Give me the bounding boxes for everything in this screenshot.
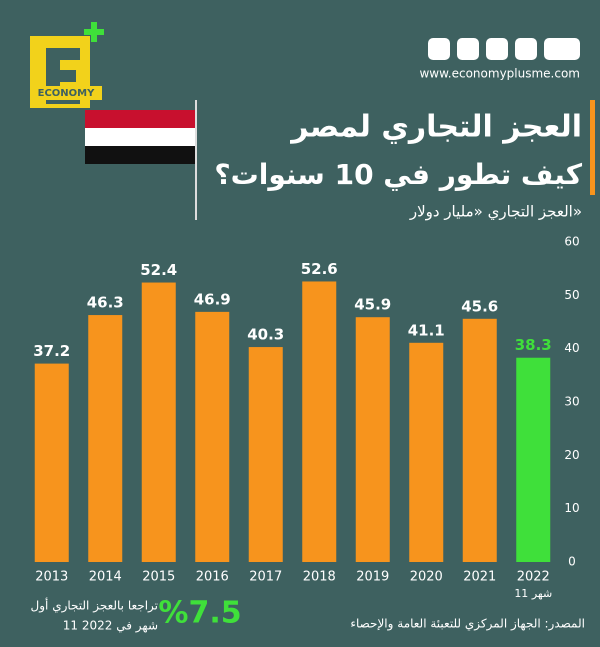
highlight-text: تراجعا بالعجز التجاري أول (31, 598, 158, 614)
x-tick-label: 2020 (410, 570, 443, 585)
bar (355, 317, 390, 562)
x-tick-label: 2014 (89, 570, 122, 585)
social-icons (428, 38, 580, 60)
x-tick-label: 2022 (517, 570, 550, 585)
y-tick-label: 30 (564, 395, 579, 409)
bar (462, 318, 497, 562)
value-label: 52.6 (301, 260, 338, 278)
bar (409, 342, 444, 562)
bar (88, 315, 123, 562)
source: المصدر: الجهاز المركزي للتعبئة العامة وا… (350, 617, 585, 632)
chart-subtitle: كيف تطور في 10 سنوات؟ (214, 158, 582, 191)
x-tick-label: 2018 (303, 570, 336, 585)
value-label: 46.3 (87, 294, 124, 312)
y-tick-label: 50 (564, 288, 579, 302)
accent-bar (590, 100, 595, 195)
highlight-text: 11 شهر في 2022 (63, 619, 158, 634)
bar (195, 311, 230, 562)
y-tick-label: 60 (564, 235, 579, 249)
x-tick-label: 2015 (142, 570, 175, 585)
bar (248, 347, 283, 562)
value-label: 46.9 (194, 290, 231, 308)
bar (302, 281, 337, 562)
bar (516, 357, 551, 562)
x-tick-label: 2017 (249, 570, 282, 585)
value-label: 37.2 (33, 342, 70, 360)
website: www.economyplusme.com (419, 67, 580, 81)
value-label: 41.1 (408, 321, 445, 339)
flag (85, 100, 197, 220)
y-axis-label: العجز التجاري «مليار دولار» (409, 203, 582, 222)
y-tick-label: 0 (568, 555, 576, 569)
value-label: 45.9 (354, 296, 391, 314)
highlight: %7.5 (158, 596, 241, 631)
category-note: 11 شهر (514, 587, 552, 600)
x-tick-label: 2013 (35, 570, 68, 585)
value-label: 52.4 (140, 261, 177, 279)
x-tick-label: 2016 (196, 570, 229, 585)
bar (141, 282, 176, 562)
logo (30, 22, 104, 108)
y-tick-label: 40 (564, 341, 579, 355)
y-tick-label: 20 (564, 448, 579, 462)
x-tick-label: 2021 (463, 570, 496, 585)
value-label: 38.3 (515, 336, 552, 354)
y-tick-label: 10 (564, 501, 579, 515)
logo-text: ECONOMY (38, 88, 95, 99)
bar (34, 363, 69, 562)
chart-title: العجز التجاري لمصر (289, 110, 582, 145)
value-label: 40.3 (247, 326, 284, 344)
x-tick-label: 2019 (356, 570, 389, 585)
value-label: 45.6 (461, 297, 498, 315)
